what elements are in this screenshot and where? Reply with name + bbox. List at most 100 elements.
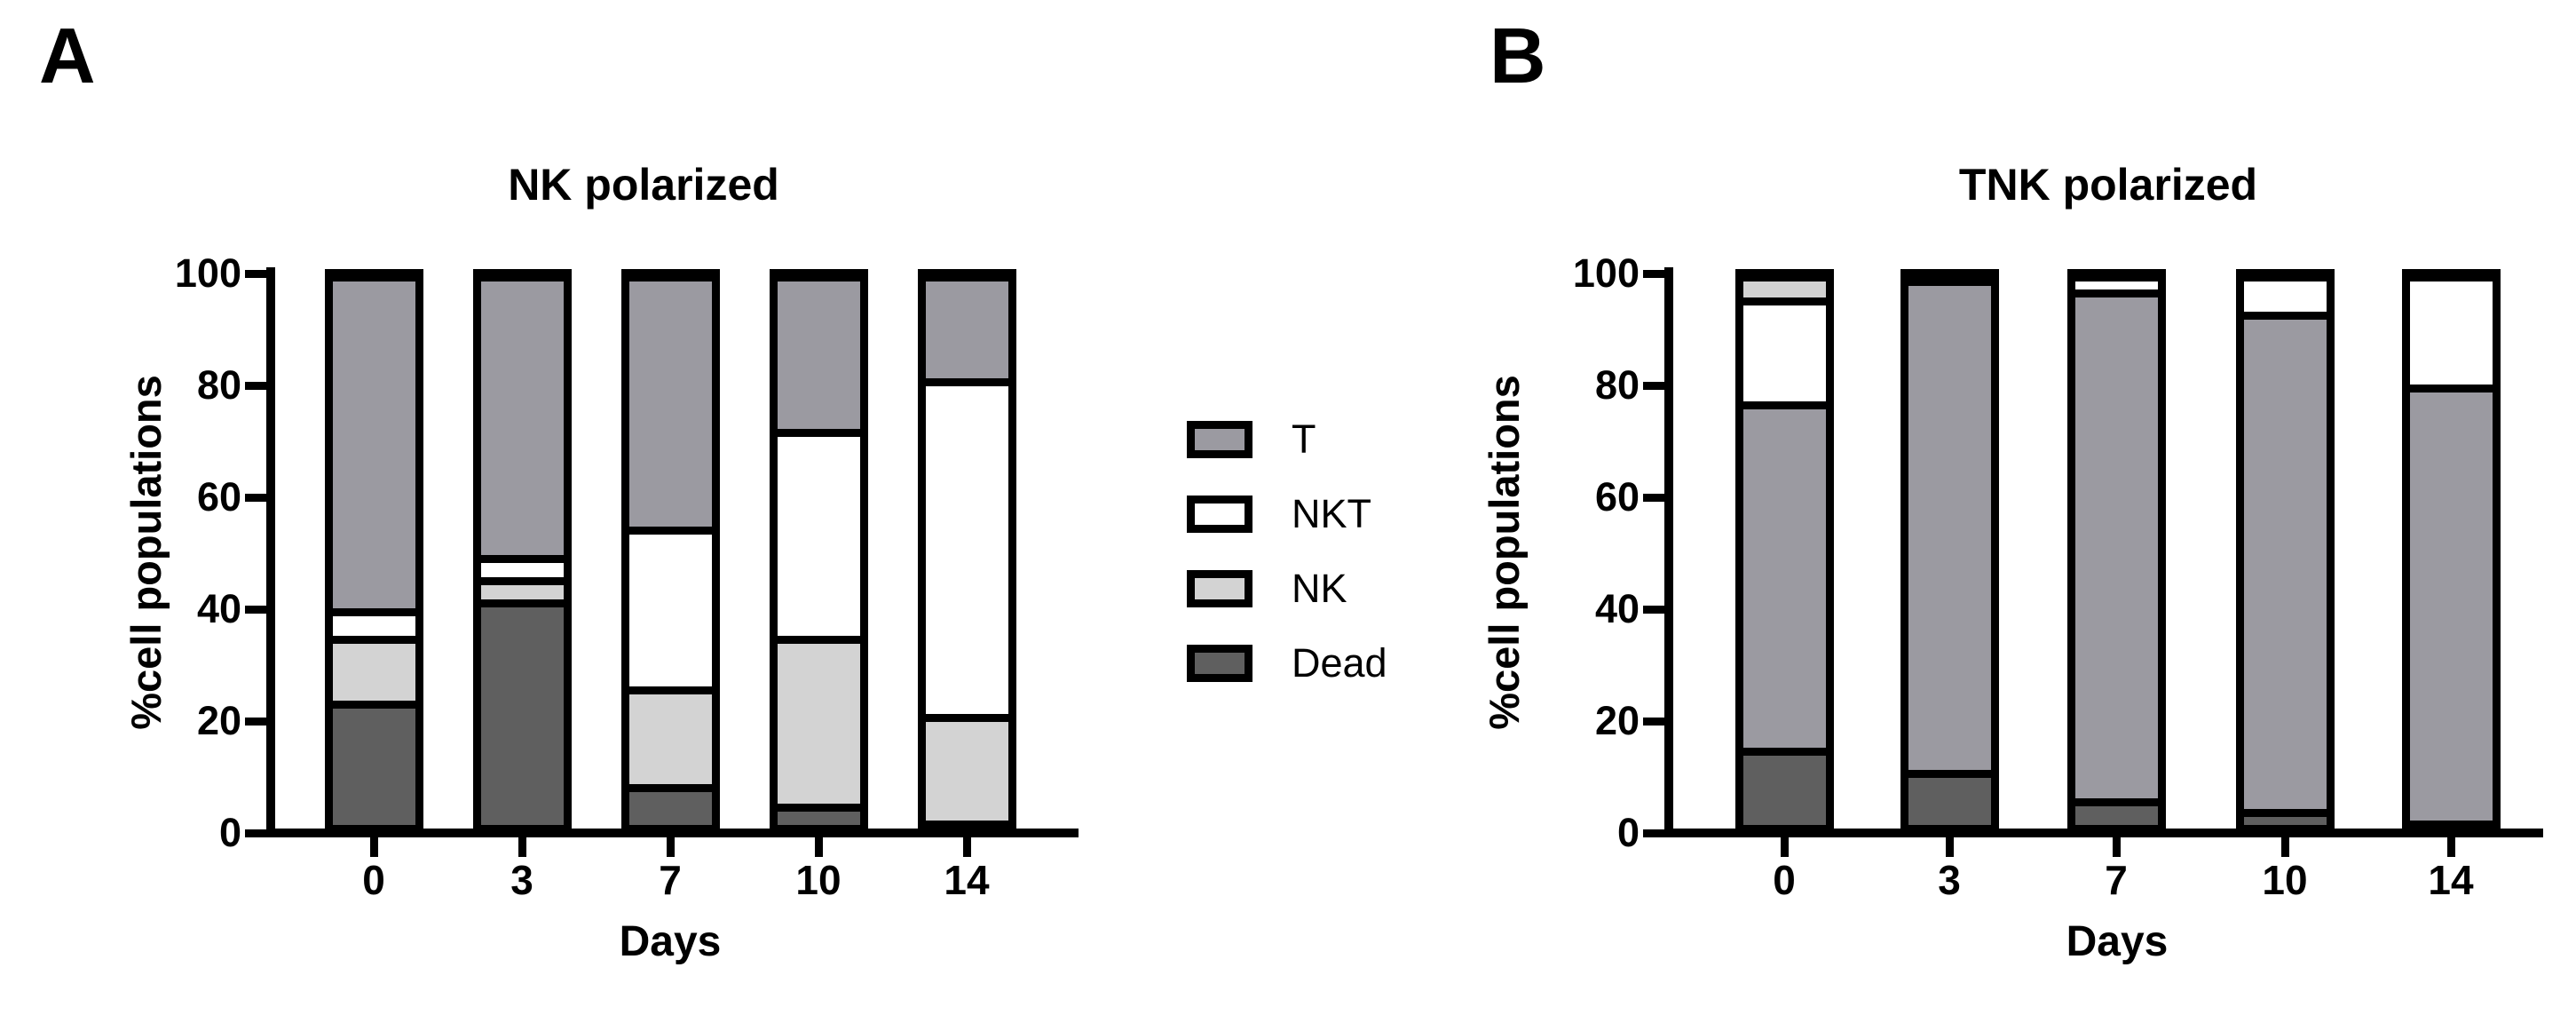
panel-label-b: B bbox=[1489, 12, 1546, 99]
legend-swatch-t bbox=[1187, 421, 1252, 458]
bar-segment-dead-day-10 bbox=[2243, 817, 2327, 825]
x-tick-label: 3 bbox=[1938, 857, 1961, 903]
y-tick bbox=[1643, 605, 1664, 614]
bar-segment-nk-day-14 bbox=[925, 722, 1008, 821]
bar-segment-t-day-0 bbox=[1742, 408, 1826, 749]
y-tick-label: 60 bbox=[1594, 474, 1640, 519]
y-axis-line bbox=[266, 267, 275, 837]
x-tick-label: 14 bbox=[944, 857, 990, 903]
bar-segment-nkt-day-10 bbox=[2243, 282, 2327, 312]
y-tick bbox=[1643, 381, 1664, 390]
y-tick bbox=[245, 381, 266, 390]
y-tick bbox=[245, 829, 266, 837]
x-tick bbox=[1945, 837, 1954, 857]
panel-a-y-axis-label: %cell populations bbox=[122, 375, 170, 730]
bar-segment-nk-day-0 bbox=[1742, 282, 1826, 297]
x-tick bbox=[814, 837, 823, 857]
x-tick-label: 7 bbox=[2105, 857, 2128, 903]
x-tick-label: 7 bbox=[659, 857, 682, 903]
y-tick bbox=[1643, 269, 1664, 278]
legend-label-nk: NK bbox=[1292, 566, 1347, 611]
x-tick bbox=[1780, 837, 1789, 857]
x-tick bbox=[518, 837, 526, 857]
y-tick-label: 20 bbox=[1594, 698, 1640, 743]
y-tick-label: 0 bbox=[218, 810, 241, 855]
bar-segment-t-day-3 bbox=[480, 282, 564, 555]
bar-segment-dead-day-3 bbox=[1908, 778, 1991, 825]
legend-row-t: T bbox=[1187, 416, 1471, 462]
panel-a-x-axis-label: Days bbox=[619, 918, 722, 965]
bar-segment-t-day-10 bbox=[2243, 319, 2327, 810]
bar-segment-dead-day-7 bbox=[628, 792, 712, 825]
bar-segment-t-day-7 bbox=[2074, 297, 2158, 798]
legend-label-dead: Dead bbox=[1292, 640, 1387, 686]
bar-segment-dead-day-0 bbox=[332, 708, 415, 825]
panel-a-title: NK polarized bbox=[508, 160, 779, 210]
legend-swatch-nkt bbox=[1187, 496, 1252, 533]
legend-swatch-nk bbox=[1187, 570, 1252, 607]
bar-segment-dead-day-3 bbox=[480, 607, 564, 825]
y-tick bbox=[1643, 829, 1664, 837]
y-tick bbox=[1643, 493, 1664, 502]
bar-segment-nk-day-3 bbox=[480, 585, 564, 600]
legend-row-nk: NK bbox=[1187, 566, 1471, 611]
x-tick bbox=[962, 837, 971, 857]
legend-row-dead: Dead bbox=[1187, 640, 1471, 686]
bar-segment-dead-day-7 bbox=[2074, 805, 2158, 825]
legend-label-nkt: NKT bbox=[1292, 491, 1371, 536]
bar-segment-nk-day-0 bbox=[332, 644, 415, 701]
y-tick-label: 20 bbox=[196, 698, 241, 743]
y-tick-label: 40 bbox=[1594, 586, 1640, 631]
legend-label-t: T bbox=[1292, 416, 1316, 462]
bar-segment-nkt-day-14 bbox=[925, 386, 1008, 715]
bar-segment-t-day-10 bbox=[777, 282, 860, 430]
x-tick-label: 10 bbox=[2262, 857, 2308, 903]
y-tick-label: 80 bbox=[196, 362, 241, 408]
x-tick-label: 14 bbox=[2428, 857, 2474, 903]
y-tick bbox=[245, 493, 266, 502]
panel-b-y-axis-label: %cell populations bbox=[1481, 375, 1528, 730]
bar-segment-t-day-0 bbox=[332, 282, 415, 608]
bar-segment-nkt-day-0 bbox=[332, 615, 415, 637]
bar-segment-nkt-day-7 bbox=[628, 535, 712, 686]
legend-swatch-dead bbox=[1187, 645, 1252, 682]
x-tick bbox=[369, 837, 378, 857]
x-tick-label: 3 bbox=[510, 857, 533, 903]
y-tick-label: 100 bbox=[174, 250, 241, 296]
panel-b-title: TNK polarized bbox=[1958, 160, 2258, 210]
bar-segment-nk-day-10 bbox=[777, 644, 860, 805]
y-axis-line bbox=[1664, 267, 1673, 837]
bar-segment-nkt-day-10 bbox=[777, 437, 860, 637]
bar-segment-nkt-day-0 bbox=[1742, 305, 1826, 401]
legend-row-nkt: NKT bbox=[1187, 491, 1471, 536]
y-tick bbox=[1643, 717, 1664, 726]
y-tick-label: 40 bbox=[196, 586, 241, 631]
x-tick-label: 0 bbox=[362, 857, 385, 903]
x-tick bbox=[666, 837, 675, 857]
bar-segment-t-day-7 bbox=[628, 282, 712, 527]
x-tick bbox=[2112, 837, 2121, 857]
bar-segment-t-day-14 bbox=[925, 282, 1008, 379]
y-tick bbox=[245, 717, 266, 726]
y-tick-label: 0 bbox=[1616, 810, 1640, 855]
y-tick-label: 100 bbox=[1572, 250, 1640, 296]
bar-segment-t-day-3 bbox=[1908, 285, 1991, 771]
bar-segment-dead-day-10 bbox=[777, 812, 860, 825]
y-tick-label: 80 bbox=[1594, 362, 1640, 408]
x-tick-label: 10 bbox=[795, 857, 842, 903]
x-tick bbox=[2446, 837, 2455, 857]
bar-segment-nkt-day-7 bbox=[2074, 282, 2158, 289]
bar-segment-dead-day-0 bbox=[1742, 756, 1826, 825]
panel-b-x-axis-label: Days bbox=[2066, 918, 2169, 965]
bar-segment-nkt-day-14 bbox=[2409, 282, 2493, 385]
y-tick-label: 60 bbox=[196, 474, 241, 519]
bar-segment-t-day-14 bbox=[2409, 392, 2493, 821]
x-tick-label: 0 bbox=[1773, 857, 1796, 903]
bar-segment-nkt-day-3 bbox=[480, 562, 564, 577]
bar-segment-nk-day-7 bbox=[628, 694, 712, 785]
panel-label-a: A bbox=[39, 12, 96, 99]
x-tick bbox=[2280, 837, 2289, 857]
y-tick bbox=[245, 269, 266, 278]
y-tick bbox=[245, 605, 266, 614]
